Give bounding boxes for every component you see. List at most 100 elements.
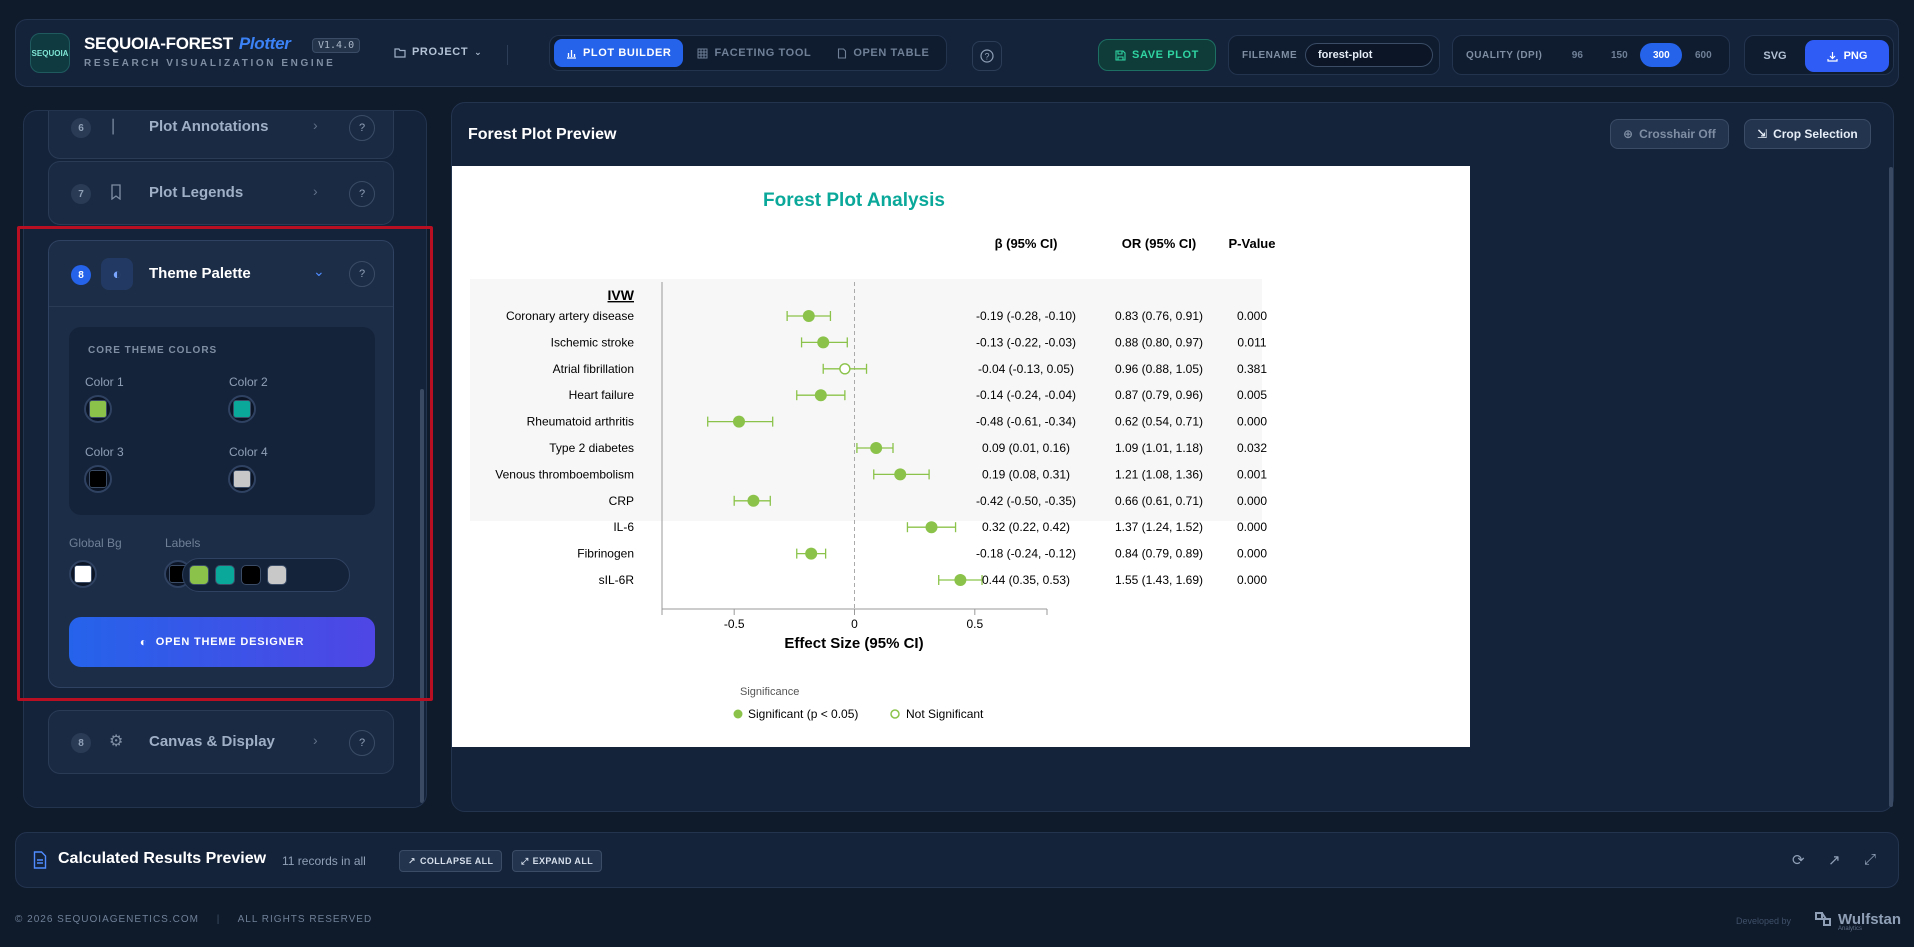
sidebar-item-canvas-display[interactable]: 8 ⚙ Canvas & Display › ?	[48, 710, 394, 774]
svg-text:?: ?	[984, 52, 989, 62]
chip-color-4[interactable]	[267, 565, 287, 585]
developer-sub: Analytics	[1838, 926, 1863, 932]
open-theme-designer-button[interactable]: ◐ OPEN THEME DESIGNER	[69, 617, 375, 667]
beta-ci-value: -0.18 (-0.24, -0.12)	[976, 547, 1076, 561]
row-label: Rheumatoid arthritis	[527, 415, 634, 429]
labels-label: Labels	[165, 536, 201, 550]
fullscreen-icon[interactable]: ⤢	[1864, 851, 1877, 868]
sidebar-item-plot-annotations[interactable]: 6 ∣ Plot Annotations › ?	[48, 111, 394, 159]
help-icon[interactable]: ?	[349, 261, 375, 287]
help-icon[interactable]: ?	[349, 115, 375, 141]
point-estimate	[805, 547, 818, 560]
plot-background	[470, 279, 1262, 521]
help-icon[interactable]: ?	[349, 181, 375, 207]
theme-palette-header[interactable]: 8 ◐ Theme Palette ⌄ ?	[49, 241, 393, 307]
expand-all-button[interactable]: ⤢ EXPAND ALL	[512, 850, 603, 872]
crop-selection-button[interactable]: ⇲ Crop Selection	[1744, 119, 1871, 149]
sidebar-scrollbar[interactable]	[420, 389, 424, 803]
quality-option-96[interactable]: 96	[1571, 49, 1583, 61]
p-value: 0.000	[1237, 309, 1267, 323]
preview-scrollbar[interactable]	[1889, 167, 1893, 807]
quality-option-300[interactable]: 300	[1640, 43, 1683, 67]
quality-option-150[interactable]: 150	[1610, 49, 1628, 61]
chip-color-3[interactable]	[241, 565, 261, 585]
collapse-all-button[interactable]: ↗ COLLAPSE ALL	[399, 850, 503, 872]
p-value: 0.000	[1237, 573, 1267, 587]
or-ci-value: 0.84 (0.79, 0.89)	[1115, 547, 1203, 561]
point-estimate	[925, 521, 938, 534]
gear-icon: ⚙	[109, 733, 124, 750]
tab-faceting-tool[interactable]: FACETING TOOL	[685, 39, 823, 67]
palette-icon: ◐	[101, 258, 133, 290]
crosshair-toggle-button[interactable]: ⊕ Crosshair Off	[1610, 119, 1729, 149]
help-icon[interactable]: ?	[349, 730, 375, 756]
quality-group: QUALITY (DPI) 96 150 300 600	[1452, 35, 1730, 75]
step-number: 7	[71, 184, 91, 204]
quality-option-600[interactable]: 600	[1694, 49, 1712, 61]
beta-ci-value: -0.13 (-0.22, -0.03)	[976, 335, 1076, 349]
format-svg-button[interactable]: SVG	[1763, 50, 1787, 62]
chip-color-2[interactable]	[215, 565, 235, 585]
color-1-label: Color 1	[85, 375, 124, 389]
p-value: 0.000	[1237, 494, 1267, 508]
row-label: CRP	[609, 494, 634, 508]
beta-ci-value: -0.48 (-0.61, -0.34)	[976, 415, 1076, 429]
color-2-label: Color 2	[229, 375, 268, 389]
color-2-swatch[interactable]	[228, 395, 256, 423]
plot-canvas: Forest Plot Analysis β (95% CI) OR (95% …	[452, 166, 1470, 747]
brand-name: SEQUOIA-FOREST	[84, 34, 233, 53]
legend-not-significant-marker	[890, 709, 900, 719]
document-icon	[33, 851, 47, 869]
legend-significant-label: Significant (p < 0.05)	[748, 707, 858, 721]
sidebar-item-label: Plot Legends	[149, 184, 244, 201]
chip-color-1[interactable]	[189, 565, 209, 585]
refresh-icon[interactable]: ⟳	[1792, 852, 1805, 869]
format-png-button[interactable]: PNG	[1805, 40, 1889, 72]
beta-ci-value: 0.09 (0.01, 0.16)	[982, 441, 1070, 455]
sidebar-item-plot-legends[interactable]: 7 Plot Legends › ?	[48, 161, 394, 225]
point-estimate	[733, 415, 745, 428]
sidebar-item-label: Plot Annotations	[149, 118, 269, 135]
save-plot-button[interactable]: SAVE PLOT	[1098, 39, 1216, 71]
row-label: Ischemic stroke	[551, 335, 635, 349]
point-estimate	[814, 389, 827, 402]
expand-icon: ⤢	[521, 855, 529, 866]
p-value: 0.001	[1237, 467, 1267, 481]
color-1-swatch[interactable]	[84, 395, 112, 423]
tab-plot-builder[interactable]: PLOT BUILDER	[554, 39, 684, 67]
chart-title: Forest Plot Analysis	[763, 190, 945, 211]
core-colors-caption: CORE THEME COLORS	[88, 345, 218, 356]
copyright-text: © 2026 SEQUOIAGENETICS.COM	[15, 914, 199, 925]
point-estimate	[747, 494, 760, 507]
global-bg-swatch[interactable]	[69, 560, 97, 588]
tab-label: PLOT BUILDER	[583, 47, 672, 59]
maximize-icon[interactable]: ↗	[1828, 852, 1841, 869]
or-ci-value: 0.66 (0.61, 0.71)	[1115, 494, 1203, 508]
point-estimate	[802, 310, 815, 322]
view-tabs: PLOT BUILDER FACETING TOOL OPEN TABLE	[549, 35, 947, 71]
forest-plot: Forest Plot Analysis β (95% CI) OR (95% …	[470, 190, 1275, 721]
grid-icon	[697, 48, 708, 58]
tab-open-table[interactable]: OPEN TABLE	[825, 39, 941, 67]
developed-by-text: Developed by	[1736, 916, 1792, 926]
p-value: 0.000	[1237, 415, 1267, 429]
point-estimate	[870, 442, 883, 454]
app-logo: SEQUOIA	[30, 33, 70, 73]
chevron-down-icon: ⌄	[474, 46, 483, 57]
color-4-swatch[interactable]	[228, 465, 256, 493]
or-ci-value: 0.83 (0.76, 0.91)	[1115, 309, 1203, 323]
or-column-header: OR (95% CI)	[1122, 236, 1196, 251]
brand-accent: Plotter	[238, 34, 291, 53]
label-color-chips	[182, 558, 350, 592]
project-label: PROJECT	[412, 46, 469, 58]
row-label: Atrial fibrillation	[553, 362, 634, 376]
brand-subtitle: RESEARCH VISUALIZATION ENGINE	[84, 58, 336, 69]
core-theme-colors: CORE THEME COLORS Color 1 Color 2 Color …	[69, 327, 375, 515]
folder-icon	[394, 47, 406, 58]
sidebar: 6 ∣ Plot Annotations › ? 7 Plot Legends …	[23, 110, 427, 808]
project-menu[interactable]: PROJECT ⌄	[394, 46, 482, 58]
or-ci-value: 0.88 (0.80, 0.97)	[1115, 335, 1203, 349]
filename-input[interactable]	[1305, 43, 1433, 67]
color-3-swatch[interactable]	[84, 465, 112, 493]
help-button[interactable]: ?	[972, 41, 1002, 71]
